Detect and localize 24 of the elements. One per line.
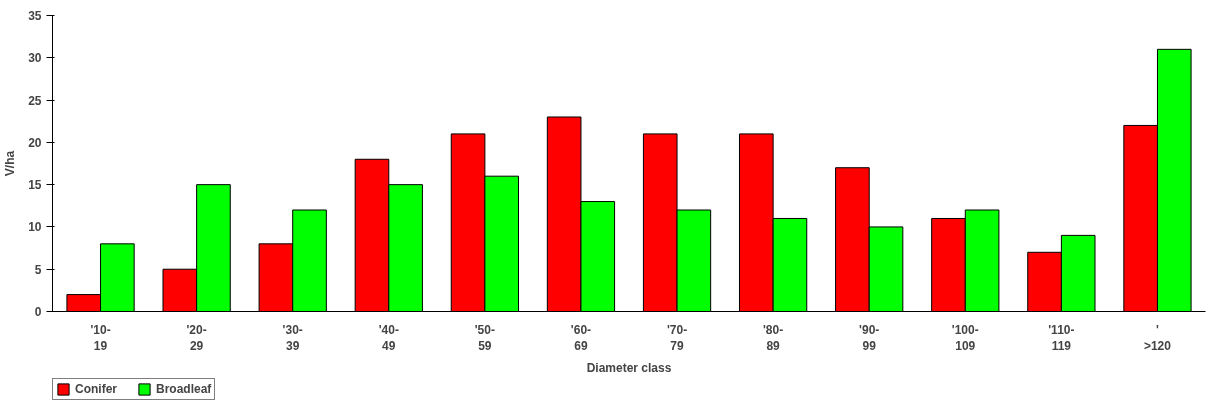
- x-tick-label: '90- 99: [859, 322, 880, 354]
- x-tick-label: ' >120: [1143, 322, 1172, 354]
- x-tick-label: '100- 109: [951, 322, 979, 354]
- y-tick-label: 25: [28, 93, 42, 108]
- y-tick-label: 20: [28, 135, 42, 150]
- x-tick-label: '20- 29: [186, 322, 207, 354]
- x-tick-label: '80- 89: [763, 322, 784, 354]
- y-tick-label: 0: [34, 305, 42, 319]
- x-tick-label: '70- 79: [666, 322, 688, 354]
- y-tick-label: 30: [28, 51, 42, 66]
- x-tick-label: '10- 19: [90, 322, 111, 354]
- y-tick-label: 35: [28, 9, 42, 23]
- y-tick-label: 15: [28, 178, 42, 193]
- y-axis-title: V/ha: [3, 150, 18, 177]
- legend-label: Broadleaf: [156, 382, 212, 396]
- x-axis-title: Diameter class: [586, 361, 672, 376]
- legend-label: Conifer: [75, 382, 117, 396]
- y-tick-label: 10: [28, 220, 42, 235]
- x-tick-label: '40- 49: [378, 322, 399, 354]
- x-tick-label: '30- 39: [282, 322, 303, 354]
- x-tick-label: '60- 69: [570, 322, 592, 354]
- x-tick-label: '50- 59: [474, 322, 495, 354]
- x-tick-label: '110- 119: [1048, 322, 1075, 354]
- y-tick-label: 5: [34, 262, 42, 277]
